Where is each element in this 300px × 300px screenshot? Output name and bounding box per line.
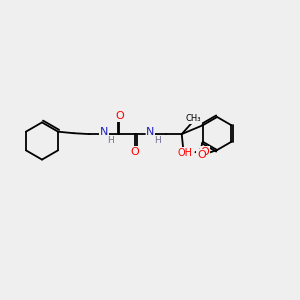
Text: OH: OH	[178, 148, 193, 158]
Text: O: O	[130, 147, 139, 157]
Text: H: H	[154, 136, 161, 145]
Text: O: O	[197, 150, 206, 160]
Text: O: O	[115, 111, 124, 121]
Text: CH₃: CH₃	[186, 114, 202, 123]
Text: H: H	[107, 136, 114, 145]
Text: O: O	[201, 146, 209, 157]
Text: N: N	[146, 127, 155, 137]
Text: N: N	[100, 127, 108, 137]
